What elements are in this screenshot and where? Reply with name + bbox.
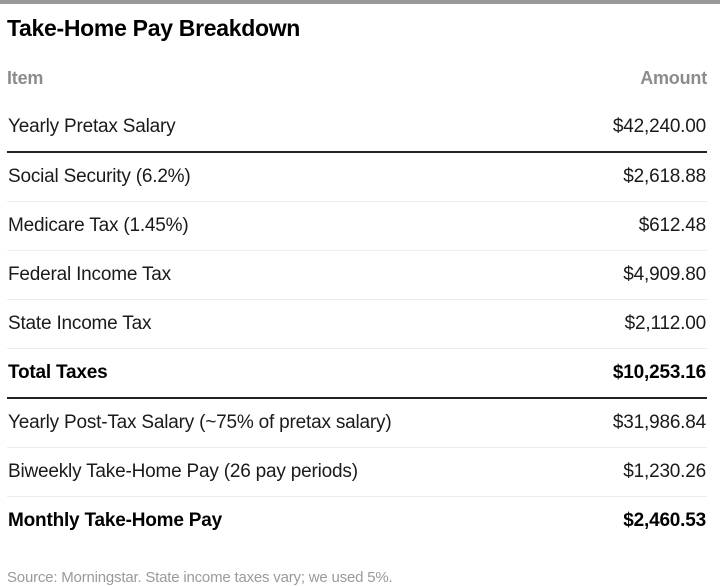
item-cell: Total Taxes [8, 362, 108, 383]
top-divider-bar [0, 0, 720, 4]
amount-cell: $10,253.16 [612, 362, 706, 383]
column-header-item: Item [7, 68, 44, 88]
item-cell: Medicare Tax (1.45%) [8, 215, 189, 236]
amount-cell: $1,230.26 [623, 461, 706, 482]
page-title: Take-Home Pay Breakdown [7, 15, 301, 41]
takehome-pay-table: Item Amount Yearly Pretax Salary $42,240… [7, 42, 707, 545]
amount-cell: $31,986.84 [612, 412, 706, 433]
amount-cell: $4,909.80 [623, 264, 706, 285]
table-row: Federal Income Tax $4,909.80 [7, 251, 707, 300]
table-row: Yearly Pretax Salary $42,240.00 [7, 103, 707, 152]
amount-cell: $2,112.00 [624, 313, 707, 334]
item-cell: Social Security (6.2%) [8, 166, 191, 187]
table-row: State Income Tax $2,112.00 [7, 300, 707, 349]
takehome-pay-table-wrap: Item Amount Yearly Pretax Salary $42,240… [7, 42, 707, 545]
amount-cell: $2,460.53 [623, 510, 706, 531]
item-cell: Yearly Post-Tax Salary (~75% of pretax s… [8, 412, 392, 433]
table-header-row: Item Amount [7, 42, 707, 103]
amount-cell: $2,618.88 [623, 166, 706, 187]
table-row-monthly-takehome: Monthly Take-Home Pay $2,460.53 [7, 497, 707, 546]
item-cell: Yearly Pretax Salary [8, 116, 176, 137]
table-row: Yearly Post-Tax Salary (~75% of pretax s… [7, 398, 707, 448]
item-cell: Monthly Take-Home Pay [8, 510, 222, 531]
source-note: Source: Morningstar. State income taxes … [7, 569, 393, 586]
amount-cell: $42,240.00 [612, 116, 706, 137]
column-header-amount: Amount [640, 68, 707, 88]
table-row: Biweekly Take-Home Pay (26 pay periods) … [7, 448, 707, 497]
table-row: Medicare Tax (1.45%) $612.48 [7, 202, 707, 251]
amount-cell: $612.48 [638, 215, 706, 236]
item-cell: Federal Income Tax [8, 264, 171, 285]
item-cell: State Income Tax [8, 313, 152, 334]
table-row: Social Security (6.2%) $2,618.88 [7, 152, 707, 202]
item-cell: Biweekly Take-Home Pay (26 pay periods) [8, 461, 358, 482]
table-row-total-taxes: Total Taxes $10,253.16 [7, 349, 707, 398]
